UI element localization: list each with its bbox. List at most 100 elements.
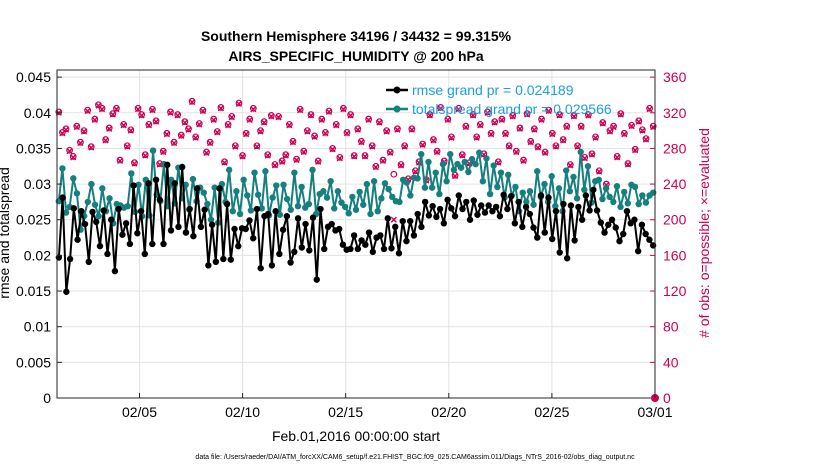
series-point	[620, 188, 628, 196]
series-point	[189, 175, 197, 183]
series-point	[439, 160, 447, 168]
series-point	[81, 220, 89, 228]
series-point	[421, 184, 429, 191]
obs-evaluated-stroke	[570, 113, 578, 120]
obs-evaluated-stroke	[588, 151, 596, 158]
obs-evaluated-stroke	[297, 107, 304, 114]
obs-evaluated-stroke	[419, 141, 426, 148]
obs-possible-marker	[332, 120, 340, 128]
obs-evaluated-marker	[531, 126, 538, 133]
obs-evaluated-marker	[70, 154, 77, 161]
obs-evaluated-stroke	[462, 123, 469, 131]
obs-evaluated-stroke	[444, 116, 451, 124]
series-point	[483, 155, 490, 162]
obs-possible-marker	[448, 133, 455, 141]
obs-evaluated-stroke	[264, 152, 271, 159]
series-point	[73, 190, 81, 197]
series-point	[581, 186, 588, 193]
series-point	[642, 199, 650, 206]
obs-possible-marker	[120, 120, 128, 128]
series-point	[534, 234, 541, 241]
series-point	[624, 200, 632, 207]
obs-evaluated-stroke	[459, 152, 466, 159]
obs-evaluated-stroke	[574, 143, 581, 150]
obs-evaluated-marker	[520, 157, 527, 165]
obs-possible-marker	[231, 142, 239, 150]
series-point	[283, 195, 291, 203]
obs-possible-marker	[271, 161, 279, 168]
y-tick-label: 0.005	[16, 354, 51, 370]
obs-evaluated-stroke	[592, 134, 599, 141]
y2-axis-ticks: 0 40 80 120 160 200 240 280 320 360	[650, 69, 687, 406]
obs-possible-marker	[646, 104, 653, 112]
series-point	[578, 216, 586, 223]
obs-possible-marker	[509, 112, 517, 119]
obs-evaluated-marker	[174, 112, 181, 119]
obs-evaluated-stroke	[228, 114, 235, 121]
obs-possible-marker	[343, 128, 351, 136]
obs-possible-marker	[131, 159, 138, 167]
obs-possible-marker	[437, 104, 445, 111]
obs-possible-marker	[102, 136, 110, 143]
obs-possible-marker	[177, 131, 185, 139]
series-point	[229, 207, 236, 215]
obs-evaluated-marker	[394, 126, 401, 133]
series-point	[377, 232, 384, 239]
obs-evaluated-stroke	[560, 137, 567, 144]
obs-possible-marker	[235, 99, 243, 107]
plot-area	[55, 97, 659, 402]
obs-possible-marker	[545, 106, 553, 114]
series-point	[338, 199, 345, 206]
series-point	[563, 167, 570, 174]
obs-possible-marker	[527, 137, 535, 145]
obs-evaluated-stroke	[487, 131, 495, 138]
obs-evaluated-marker	[614, 154, 621, 161]
series-point	[486, 190, 494, 198]
obs-evaluated-stroke	[131, 160, 138, 167]
y-tick-label: 0	[43, 390, 51, 406]
obs-possible-marker	[285, 120, 293, 128]
obs-evaluated-stroke	[250, 106, 257, 113]
series-point	[616, 237, 623, 245]
obs-evaluated-marker	[347, 112, 354, 119]
obs-possible-marker	[264, 151, 272, 159]
obs-evaluated-marker	[286, 122, 293, 129]
obs-possible-marker	[538, 115, 545, 123]
series-point	[370, 178, 378, 185]
obs-evaluated-marker	[91, 116, 98, 124]
series-point	[599, 195, 606, 203]
series-point	[443, 178, 450, 185]
series-point	[262, 168, 269, 175]
obs-possible-marker	[242, 129, 250, 137]
series-point	[119, 231, 126, 238]
series-point	[631, 216, 638, 223]
obs-possible-marker	[314, 157, 322, 165]
series-point	[526, 210, 533, 218]
obs-possible-marker	[221, 158, 228, 166]
series-point	[149, 147, 157, 154]
totalspread-series	[55, 147, 657, 233]
series-point	[466, 216, 474, 223]
obs-possible-marker	[113, 104, 120, 112]
obs-evaluated-marker	[315, 158, 322, 165]
obs-possible-marker	[350, 152, 358, 159]
obs-evaluated-marker	[88, 144, 95, 151]
obs-evaluated-marker	[599, 120, 606, 127]
obs-evaluated-stroke	[509, 113, 516, 120]
series-point	[236, 210, 244, 218]
series-point	[111, 267, 119, 275]
x-tick-label: 03/01	[637, 404, 672, 420]
series-point	[519, 223, 526, 231]
obs-possible-marker	[77, 138, 84, 146]
series-point	[436, 205, 444, 213]
series-point	[492, 203, 500, 211]
series-point	[91, 201, 99, 208]
obs-evaluated-stroke	[473, 134, 480, 141]
series-point	[567, 202, 575, 209]
series-point	[601, 229, 608, 236]
series-point	[128, 170, 135, 177]
obs-evaluated-marker	[506, 143, 513, 150]
series-point	[179, 163, 186, 171]
obs-evaluated-marker	[113, 106, 120, 113]
series-point	[545, 194, 552, 201]
